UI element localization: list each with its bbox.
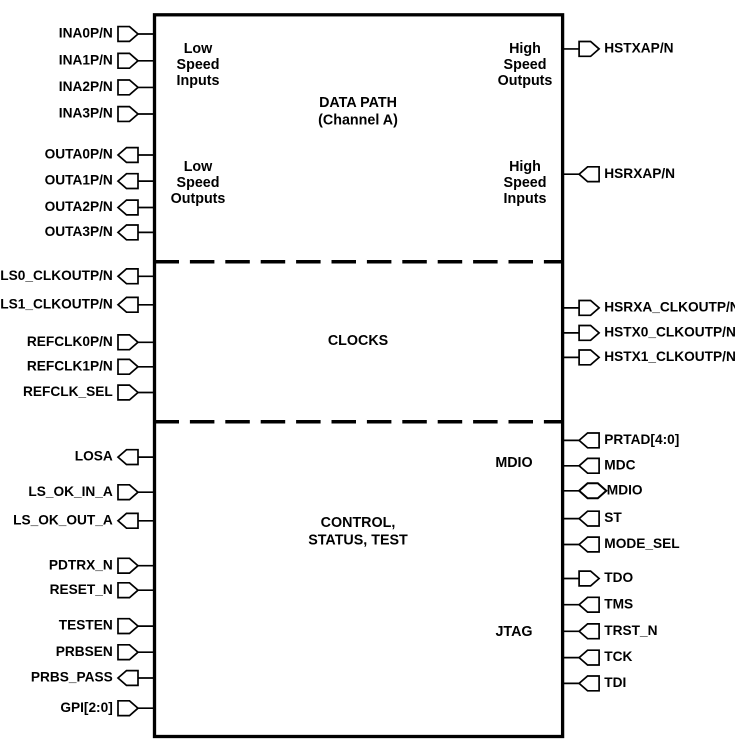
svg-text:ST: ST <box>604 510 622 525</box>
svg-text:GPI[2:0]: GPI[2:0] <box>60 700 112 715</box>
svg-text:(Channel A): (Channel A) <box>318 113 398 129</box>
svg-text:Speed: Speed <box>504 175 547 191</box>
svg-text:REFCLK1P/N: REFCLK1P/N <box>27 358 113 373</box>
svg-text:MDC: MDC <box>604 457 635 472</box>
svg-text:HSTXAP/N: HSTXAP/N <box>604 41 673 56</box>
svg-text:TDO: TDO <box>604 570 633 585</box>
svg-text:Inputs: Inputs <box>177 73 220 89</box>
svg-text:LS0_CLKOUTP/N: LS0_CLKOUTP/N <box>0 268 113 283</box>
svg-text:TCK: TCK <box>604 649 632 664</box>
svg-text:DATA PATH: DATA PATH <box>319 95 397 111</box>
svg-text:OUTA2P/N: OUTA2P/N <box>45 199 113 214</box>
svg-text:REFCLK_SEL: REFCLK_SEL <box>23 384 113 399</box>
svg-text:Outputs: Outputs <box>171 191 226 207</box>
svg-text:Speed: Speed <box>504 57 547 73</box>
svg-text:OUTA1P/N: OUTA1P/N <box>45 173 113 188</box>
svg-text:LS1_CLKOUTP/N: LS1_CLKOUTP/N <box>0 296 113 311</box>
svg-text:CONTROL,: CONTROL, <box>321 515 396 531</box>
svg-text:HSTX1_CLKOUTP/N: HSTX1_CLKOUTP/N <box>604 349 735 364</box>
svg-text:Outputs: Outputs <box>498 73 553 89</box>
svg-text:PRBSEN: PRBSEN <box>56 644 113 659</box>
svg-text:LS_OK_OUT_A: LS_OK_OUT_A <box>13 512 113 527</box>
svg-text:OUTA3P/N: OUTA3P/N <box>45 224 113 239</box>
svg-text:TDI: TDI <box>604 675 626 690</box>
svg-text:MODE_SEL: MODE_SEL <box>604 536 679 551</box>
svg-text:JTAG: JTAG <box>495 624 532 640</box>
svg-text:OUTA0P/N: OUTA0P/N <box>45 147 113 162</box>
svg-text:REFCLK0P/N: REFCLK0P/N <box>27 334 113 349</box>
svg-text:Speed: Speed <box>177 57 220 73</box>
svg-text:Low: Low <box>184 159 213 175</box>
svg-text:INA1P/N: INA1P/N <box>59 52 113 67</box>
svg-text:High: High <box>509 41 541 57</box>
svg-text:LOSA: LOSA <box>75 449 113 464</box>
svg-text:MDIO: MDIO <box>495 455 532 471</box>
svg-text:PDTRX_N: PDTRX_N <box>49 557 113 572</box>
svg-text:MDIO: MDIO <box>607 482 643 497</box>
svg-text:High: High <box>509 159 541 175</box>
svg-text:Inputs: Inputs <box>504 191 547 207</box>
svg-text:Low: Low <box>184 41 213 57</box>
svg-text:TESTEN: TESTEN <box>59 618 113 633</box>
svg-text:TMS: TMS <box>604 596 633 611</box>
svg-text:INA2P/N: INA2P/N <box>59 79 113 94</box>
svg-text:INA3P/N: INA3P/N <box>59 106 113 121</box>
svg-text:CLOCKS: CLOCKS <box>328 333 388 349</box>
svg-text:HSRXAP/N: HSRXAP/N <box>604 166 675 181</box>
svg-text:RESET_N: RESET_N <box>50 582 113 597</box>
svg-text:STATUS, TEST: STATUS, TEST <box>308 533 408 549</box>
svg-text:HSRXA_CLKOUTP/N: HSRXA_CLKOUTP/N <box>604 300 735 315</box>
svg-text:PRTAD[4:0]: PRTAD[4:0] <box>604 432 679 447</box>
svg-text:TRST_N: TRST_N <box>604 623 657 638</box>
svg-text:HSTX0_CLKOUTP/N: HSTX0_CLKOUTP/N <box>604 325 735 340</box>
svg-text:LS_OK_IN_A: LS_OK_IN_A <box>28 484 113 499</box>
svg-text:INA0P/N: INA0P/N <box>59 26 113 41</box>
svg-text:PRBS_PASS: PRBS_PASS <box>31 670 113 685</box>
svg-text:Speed: Speed <box>177 175 220 191</box>
